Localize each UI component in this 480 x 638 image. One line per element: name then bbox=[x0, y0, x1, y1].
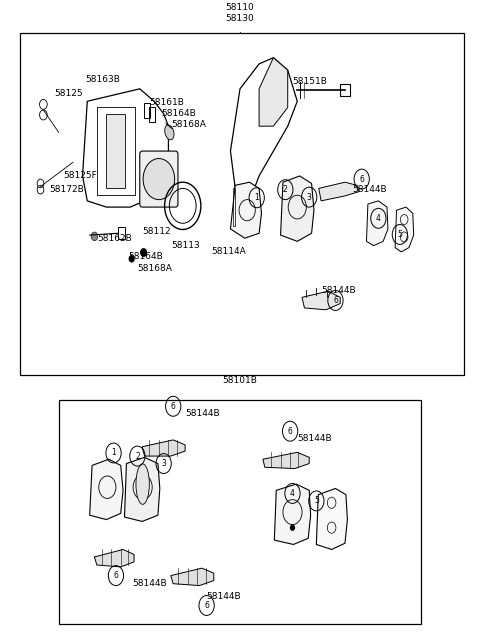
Text: 58125F: 58125F bbox=[63, 172, 97, 181]
Text: 58144B: 58144B bbox=[321, 286, 356, 295]
Polygon shape bbox=[275, 484, 311, 544]
Polygon shape bbox=[281, 176, 314, 241]
Text: 58144B: 58144B bbox=[206, 591, 241, 600]
Text: 58164B: 58164B bbox=[128, 253, 163, 262]
FancyBboxPatch shape bbox=[140, 151, 178, 207]
Text: 58168A: 58168A bbox=[137, 263, 172, 272]
Text: 58125: 58125 bbox=[54, 89, 83, 98]
Text: 58110
58130: 58110 58130 bbox=[226, 3, 254, 24]
Text: 58101B: 58101B bbox=[223, 376, 257, 385]
Circle shape bbox=[129, 256, 134, 262]
Text: 5: 5 bbox=[397, 230, 402, 239]
Text: 4: 4 bbox=[290, 489, 295, 498]
Circle shape bbox=[143, 158, 175, 200]
Polygon shape bbox=[395, 207, 414, 252]
Text: 58164B: 58164B bbox=[161, 109, 196, 118]
Polygon shape bbox=[171, 568, 214, 586]
Text: 2: 2 bbox=[283, 185, 288, 194]
Text: 5: 5 bbox=[314, 496, 319, 505]
Text: 58163B: 58163B bbox=[85, 75, 120, 84]
Polygon shape bbox=[95, 549, 134, 567]
Circle shape bbox=[141, 249, 146, 256]
Text: 3: 3 bbox=[307, 193, 312, 202]
Text: 1: 1 bbox=[254, 193, 259, 202]
Text: 58144B: 58144B bbox=[352, 185, 387, 194]
Text: 58144B: 58144B bbox=[132, 579, 167, 588]
Text: 6: 6 bbox=[113, 571, 119, 580]
Text: 6: 6 bbox=[204, 601, 209, 610]
Polygon shape bbox=[124, 457, 160, 521]
Text: 1: 1 bbox=[111, 449, 116, 457]
Text: 2: 2 bbox=[135, 452, 140, 461]
Polygon shape bbox=[366, 201, 388, 246]
Text: 58114A: 58114A bbox=[211, 248, 246, 256]
Text: 58144B: 58144B bbox=[185, 409, 220, 419]
Polygon shape bbox=[90, 459, 123, 519]
Polygon shape bbox=[142, 440, 185, 456]
Ellipse shape bbox=[165, 125, 174, 140]
Ellipse shape bbox=[136, 464, 149, 504]
Text: 6: 6 bbox=[359, 175, 364, 184]
Polygon shape bbox=[263, 452, 309, 468]
Text: 6: 6 bbox=[288, 427, 292, 436]
Text: 58113: 58113 bbox=[171, 241, 200, 250]
Circle shape bbox=[290, 525, 294, 530]
Text: 4: 4 bbox=[376, 214, 381, 223]
Text: 3: 3 bbox=[161, 459, 166, 468]
Polygon shape bbox=[319, 182, 360, 201]
Text: 58162B: 58162B bbox=[97, 234, 132, 242]
Text: 6: 6 bbox=[171, 402, 176, 411]
Text: 58144B: 58144B bbox=[297, 434, 332, 443]
Polygon shape bbox=[230, 182, 262, 238]
Text: 58112: 58112 bbox=[142, 228, 171, 237]
Polygon shape bbox=[316, 489, 348, 549]
Text: 6: 6 bbox=[333, 296, 338, 305]
Polygon shape bbox=[107, 114, 125, 188]
Text: 58172B: 58172B bbox=[49, 185, 84, 194]
Text: 58161B: 58161B bbox=[149, 98, 184, 107]
Polygon shape bbox=[302, 291, 340, 310]
Circle shape bbox=[91, 232, 98, 241]
Polygon shape bbox=[259, 57, 288, 126]
Text: 58151B: 58151B bbox=[292, 77, 327, 86]
Text: 58168A: 58168A bbox=[171, 121, 205, 130]
